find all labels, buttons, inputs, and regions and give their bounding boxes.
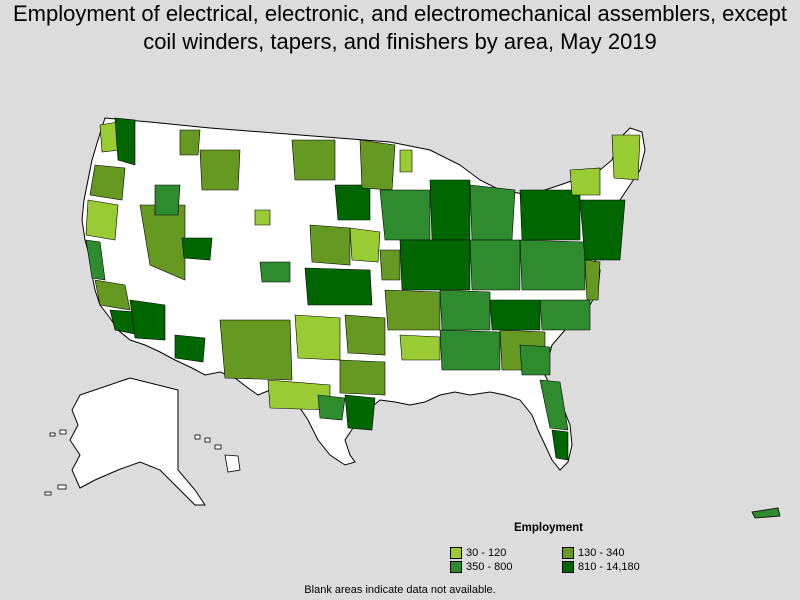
area-region bbox=[317, 394, 346, 421]
area-region bbox=[379, 249, 401, 281]
island bbox=[57, 484, 67, 490]
island bbox=[224, 454, 241, 473]
island bbox=[214, 444, 222, 450]
legend: Employment 30 - 120 130 - 340 350 - 800 … bbox=[450, 520, 680, 580]
area-region bbox=[569, 167, 601, 196]
legend-label: 350 - 800 bbox=[466, 561, 513, 573]
area-region bbox=[611, 134, 641, 181]
area-region bbox=[469, 239, 521, 291]
area-region bbox=[344, 314, 386, 356]
island bbox=[44, 491, 52, 496]
hawaii-islands bbox=[194, 434, 241, 473]
area-region bbox=[291, 139, 336, 181]
area-region bbox=[85, 239, 106, 281]
area-region bbox=[309, 224, 351, 266]
legend-item-2: 130 - 340 bbox=[562, 546, 624, 560]
legend-label: 130 - 340 bbox=[578, 547, 625, 559]
map-title: Employment of electrical, electronic, an… bbox=[12, 1, 788, 54]
area-region bbox=[339, 359, 386, 396]
area-region bbox=[344, 394, 376, 431]
area-region bbox=[219, 319, 293, 381]
area-region bbox=[439, 329, 501, 371]
area-region bbox=[399, 239, 471, 291]
alaska-islands bbox=[44, 429, 67, 496]
area-region bbox=[94, 279, 131, 311]
area-region bbox=[294, 314, 341, 361]
area-region bbox=[349, 227, 381, 263]
area-region bbox=[584, 259, 601, 301]
area-region bbox=[539, 379, 569, 431]
area-region bbox=[489, 299, 541, 331]
area-region bbox=[539, 299, 591, 331]
area-region bbox=[469, 184, 516, 241]
area-region bbox=[334, 184, 371, 221]
area-region bbox=[399, 334, 441, 361]
area-region bbox=[384, 289, 441, 331]
area-region bbox=[174, 334, 206, 363]
legend-swatch bbox=[450, 561, 462, 574]
area-region bbox=[85, 199, 119, 241]
area-region bbox=[551, 429, 569, 461]
area-region bbox=[399, 149, 413, 173]
area-region bbox=[89, 164, 126, 201]
legend-item-4: 810 - 14,180 bbox=[562, 560, 640, 574]
area-region bbox=[429, 179, 471, 241]
area-region bbox=[379, 189, 431, 241]
island bbox=[204, 437, 211, 443]
area-region bbox=[304, 267, 373, 306]
island bbox=[194, 434, 201, 440]
legend-swatch bbox=[562, 547, 574, 560]
legend-swatch bbox=[562, 561, 574, 574]
area-region bbox=[114, 117, 136, 166]
island bbox=[49, 432, 56, 437]
legend-label: 30 - 120 bbox=[466, 547, 507, 559]
area-region bbox=[199, 149, 241, 191]
island bbox=[59, 429, 67, 435]
area-region bbox=[181, 237, 213, 261]
area-region bbox=[259, 261, 291, 283]
footnote: Blank areas indicate data not available. bbox=[304, 584, 496, 596]
area-region bbox=[519, 239, 586, 291]
legend-title: Employment bbox=[514, 522, 584, 534]
area-region bbox=[439, 289, 491, 331]
area-region bbox=[519, 344, 551, 376]
area-region bbox=[579, 199, 626, 261]
area-region bbox=[359, 139, 396, 191]
legend-label: 810 - 14,180 bbox=[578, 561, 640, 573]
legend-item-1: 30 - 120 bbox=[450, 546, 506, 560]
alaska-outline bbox=[69, 377, 206, 506]
legend-item-3: 350 - 800 bbox=[450, 560, 512, 574]
area-regions bbox=[85, 117, 641, 461]
area-region bbox=[254, 209, 271, 226]
area-region bbox=[154, 184, 181, 216]
puerto-rico bbox=[751, 507, 781, 519]
area-region bbox=[129, 299, 166, 341]
area-region bbox=[519, 189, 581, 241]
area-region bbox=[179, 129, 201, 156]
legend-swatch bbox=[450, 547, 462, 560]
